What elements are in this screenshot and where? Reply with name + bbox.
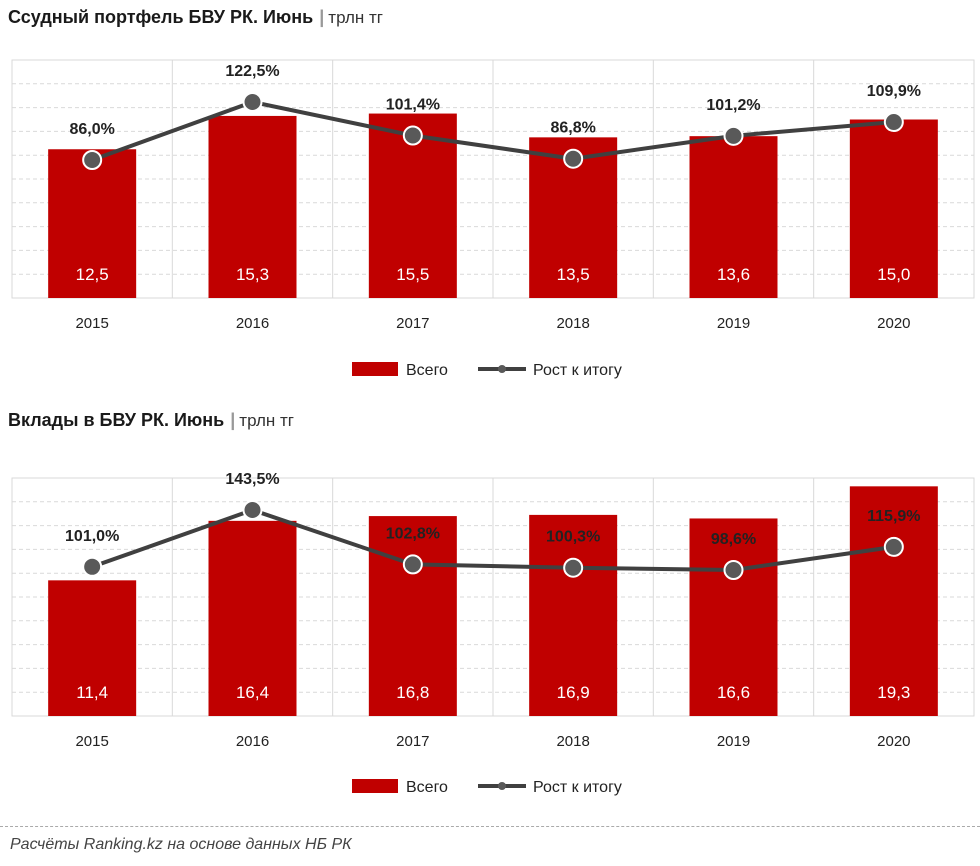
- growth-label: 101,0%: [65, 528, 119, 545]
- legend-bar-label: Всего: [406, 779, 448, 796]
- x-tick-label: 2017: [396, 733, 429, 750]
- chart-title-text: Ссудный портфель БВУ РК. Июнь: [8, 7, 314, 27]
- growth-label: 98,6%: [711, 531, 756, 548]
- growth-marker: [82, 556, 103, 577]
- chart-unit: трлн тг: [328, 8, 383, 27]
- growth-label: 101,4%: [386, 97, 440, 114]
- legend-line-marker: [498, 782, 506, 790]
- loan-chart-svg: 12,5 2015 15,3 2016 15,5 2017 13,5 2018 13,6 2019…: [11, 59, 975, 379]
- growth-marker: [402, 554, 423, 575]
- growth-label: 115,9%: [867, 508, 920, 525]
- title-separator: |: [230, 410, 236, 430]
- bar-value-label: 16,9: [557, 683, 590, 702]
- growth-marker: [402, 125, 423, 146]
- growth-label: 122,5%: [225, 63, 279, 80]
- growth-marker: [242, 92, 263, 112]
- bar-value-label: 16,8: [396, 683, 429, 702]
- x-tick-label: 2016: [236, 315, 269, 332]
- bar: [849, 486, 938, 716]
- bar-value-label: 16,6: [717, 683, 750, 702]
- bar: [689, 518, 778, 716]
- growth-label: 86,8%: [550, 120, 595, 137]
- bar: [368, 516, 457, 716]
- chart-title: Вклады в БВУ РК. Июнь | трлн тг: [8, 410, 294, 431]
- bar-value-label: 16,4: [236, 683, 269, 702]
- legend-line-label: Рост к итогу: [533, 779, 622, 796]
- bar-value-label: 15,0: [877, 265, 910, 284]
- growth-marker: [242, 500, 263, 520]
- legend-bar-swatch: [352, 779, 398, 793]
- chart-unit: трлн тг: [239, 411, 294, 430]
- growth-marker: [723, 125, 744, 146]
- bar: [48, 580, 137, 716]
- growth-marker: [563, 557, 584, 578]
- bar: [208, 520, 297, 716]
- bar: [689, 136, 778, 298]
- growth-label: 86,0%: [69, 121, 114, 138]
- legend-bar-label: Всего: [406, 362, 448, 379]
- legend-line-marker: [498, 365, 506, 373]
- growth-marker: [883, 536, 904, 557]
- growth-label: 101,2%: [706, 97, 760, 114]
- chart-title-text: Вклады в БВУ РК. Июнь: [8, 410, 225, 430]
- bar-value-label: 11,4: [76, 683, 108, 702]
- x-tick-label: 2018: [556, 315, 589, 332]
- growth-label: 102,8%: [386, 525, 440, 542]
- growth-label: 143,5%: [225, 471, 279, 488]
- legend: Всего Рост к итогу: [352, 362, 622, 379]
- footer-divider: [0, 826, 980, 827]
- loan-portfolio-chart: Ссудный портфель БВУ РК. Июнь | трлн тг 12…: [0, 0, 980, 400]
- bar-value-label: 12,5: [76, 265, 109, 284]
- growth-label: 109,9%: [867, 83, 921, 100]
- legend-line-label: Рост к итогу: [533, 362, 622, 379]
- legend-bar-swatch: [352, 362, 398, 376]
- growth-line: [91, 100, 895, 162]
- x-tick-label: 2018: [556, 733, 589, 750]
- x-tick-label: 2017: [396, 315, 429, 332]
- x-tick-label: 2015: [75, 733, 108, 750]
- bar-value-label: 15,3: [236, 265, 269, 284]
- growth-marker: [563, 148, 584, 169]
- bar-value-label: 13,5: [557, 265, 590, 284]
- growth-marker: [883, 112, 904, 133]
- x-tick-label: 2020: [877, 315, 910, 332]
- growth-marker: [82, 150, 103, 170]
- bar: [849, 119, 938, 298]
- bar: [529, 514, 618, 716]
- deposits-chart-svg: 11,4 2015 16,4 2016 16,8 2017 16,9 2018 16,6 2019…: [11, 471, 975, 796]
- bar-value-label: 15,5: [396, 265, 429, 284]
- bar: [48, 149, 137, 298]
- x-tick-label: 2015: [75, 315, 108, 332]
- x-tick-label: 2020: [877, 733, 910, 750]
- x-tick-label: 2019: [717, 733, 750, 750]
- chart-title: Ссудный портфель БВУ РК. Июнь | трлн тг: [8, 7, 383, 28]
- bar-value-label: 13,6: [717, 265, 750, 284]
- bar: [208, 115, 297, 299]
- growth-line: [91, 508, 895, 572]
- source-footer: Расчёты Ranking.kz на основе данных НБ Р…: [10, 836, 352, 853]
- bar-value-label: 19,3: [877, 683, 910, 702]
- growth-label: 100,3%: [546, 529, 600, 546]
- deposits-chart: Вклады в БВУ РК. Июнь | трлн тг 11,4 2015 16…: [0, 400, 980, 820]
- legend: Всего Рост к итогу: [352, 779, 622, 796]
- x-tick-label: 2019: [717, 315, 750, 332]
- title-separator: |: [319, 7, 325, 27]
- x-tick-label: 2016: [236, 733, 269, 750]
- growth-marker: [723, 560, 744, 580]
